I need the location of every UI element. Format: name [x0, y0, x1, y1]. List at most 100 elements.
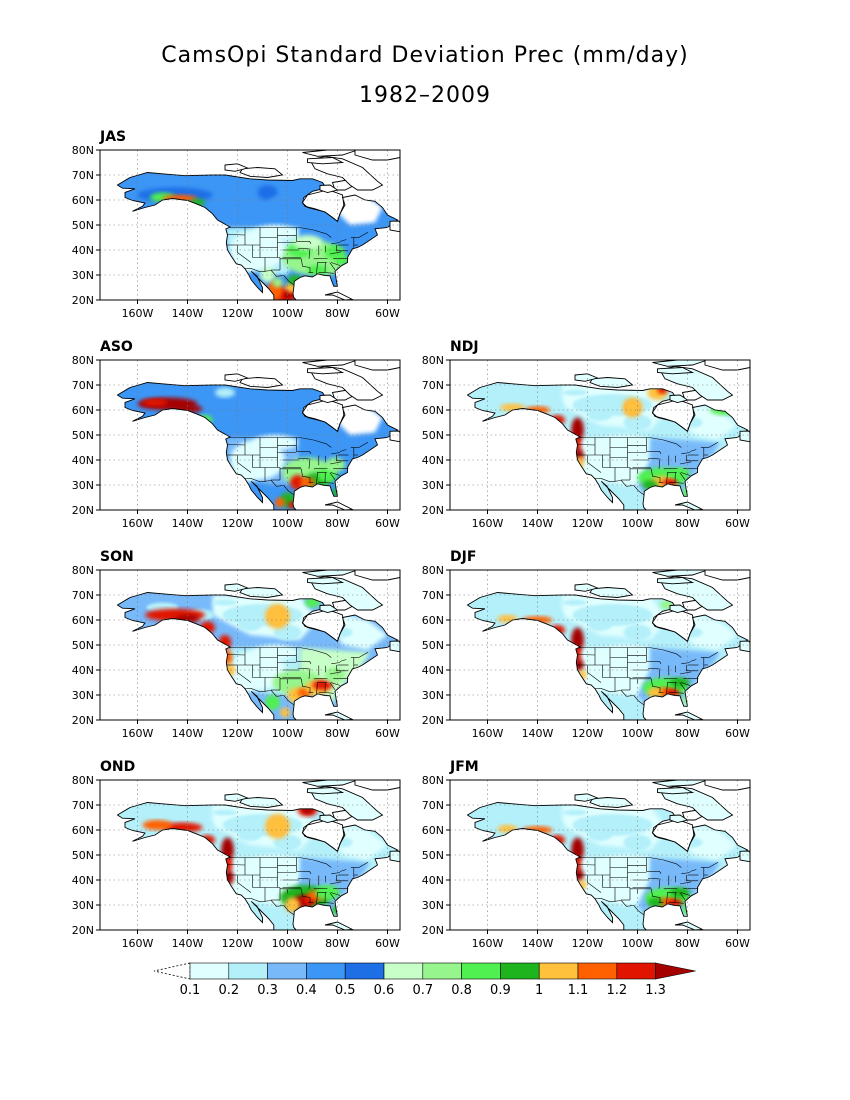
gridlines-son — [100, 570, 400, 720]
colorbar-swatch — [461, 962, 501, 980]
lat-tick-label: 20N — [422, 714, 444, 727]
lon-tick-label: 100W — [272, 727, 304, 740]
colorbar-swatch — [306, 962, 346, 980]
lon-tick-label: 120W — [222, 517, 254, 530]
lat-tick-label: 80N — [72, 144, 94, 157]
panel-label-djf: DJF — [450, 549, 476, 565]
colorbar-swatch — [383, 962, 424, 980]
lat-tick-label: 60N — [422, 824, 444, 837]
lon-tick-label: 80W — [675, 937, 700, 950]
map-panel-jas: JAS 80N 70N 60N 50N 40N 30N 20N 160W 140W 120W 100W… — [72, 129, 401, 320]
lat-tick-label: 40N — [422, 664, 444, 677]
precip-field-ndj — [467, 382, 748, 510]
lat-tick-label: 80N — [422, 564, 444, 577]
map-field-son — [100, 570, 400, 720]
lat-tick-label: 50N — [72, 219, 94, 232]
coastlines-ond — [116, 780, 400, 930]
lon-tick-label: 140W — [172, 307, 204, 320]
gridlines-jas — [100, 150, 400, 300]
state-borders-jas — [227, 227, 369, 286]
lon-tick-label: 160W — [472, 937, 504, 950]
colorbar-swatch — [538, 962, 579, 980]
lat-tick-label: 20N — [422, 924, 444, 937]
lon-tick-label: 140W — [172, 727, 204, 740]
state-borders-djf — [577, 647, 719, 706]
lon-tick-label: 120W — [572, 937, 604, 950]
lon-tick-label: 160W — [122, 517, 154, 530]
lat-tick-label: 30N — [72, 689, 94, 702]
colorbar-swatch — [189, 962, 230, 980]
lat-tick-label: 80N — [422, 354, 444, 367]
lon-tick-label: 100W — [622, 517, 654, 530]
lat-tick-label: 30N — [422, 479, 444, 492]
gridlines-ond — [100, 780, 400, 930]
lat-tick-label: 60N — [72, 194, 94, 207]
lon-tick-label: 100W — [272, 937, 304, 950]
lat-tick-label: 30N — [72, 899, 94, 912]
lon-tick-label: 160W — [122, 727, 154, 740]
map-field-jas — [100, 150, 400, 300]
coastlines-jas — [116, 150, 400, 300]
lon-tick-label: 140W — [172, 517, 204, 530]
gridlines-ndj — [450, 360, 750, 510]
lon-tick-label: 80W — [675, 727, 700, 740]
map-panel-ond: OND 80N 70N 60N 50N 40N 30N 20N 160W 140W 120W 100W… — [72, 759, 401, 950]
lat-tick-label: 30N — [422, 899, 444, 912]
lat-tick-label: 80N — [72, 774, 94, 787]
lat-tick-label: 30N — [72, 479, 94, 492]
lon-tick-label: 120W — [222, 937, 254, 950]
map-field-aso — [100, 360, 400, 510]
lon-tick-label: 160W — [122, 937, 154, 950]
lon-tick-label: 120W — [572, 727, 604, 740]
lat-tick-label: 20N — [72, 714, 94, 727]
lat-tick-label: 70N — [422, 589, 444, 602]
lat-tick-label: 70N — [422, 379, 444, 392]
colorbar-swatch — [422, 962, 462, 980]
lon-tick-label: 60W — [725, 727, 750, 740]
lat-tick-label: 60N — [422, 404, 444, 417]
state-borders-ndj — [577, 437, 719, 496]
lon-tick-label: 140W — [522, 727, 554, 740]
state-borders-jfm — [577, 857, 719, 916]
lat-tick-label: 50N — [422, 429, 444, 442]
panel-label-jas: JAS — [99, 129, 126, 145]
map-field-ndj — [450, 360, 750, 510]
lat-tick-label: 50N — [422, 639, 444, 652]
lat-tick-label: 30N — [72, 269, 94, 282]
colorbar-swatch — [344, 962, 385, 980]
map-panel-son: SON 80N 70N 60N 50N 40N 30N 20N 160W 140W 120W 100W… — [72, 549, 401, 740]
lon-tick-label: 100W — [622, 937, 654, 950]
lat-tick-label: 40N — [72, 454, 94, 467]
coastlines-djf — [466, 570, 750, 720]
lat-tick-label: 40N — [72, 664, 94, 677]
lat-tick-label: 70N — [72, 589, 94, 602]
colorbar-level-label: 0.9 — [490, 983, 511, 998]
lon-tick-label: 60W — [375, 307, 400, 320]
lat-tick-label: 30N — [422, 689, 444, 702]
map-panel-aso: ASO 80N 70N 60N 50N 40N 30N 20N 160W 140W 120W 100W… — [72, 339, 401, 530]
lon-tick-label: 140W — [172, 937, 204, 950]
map-field-jfm — [450, 780, 750, 930]
lat-tick-label: 20N — [72, 294, 94, 307]
lat-tick-label: 40N — [72, 874, 94, 887]
precip-field-djf — [467, 592, 748, 720]
lat-tick-label: 50N — [72, 639, 94, 652]
colorbar-level-label: 0.3 — [257, 983, 278, 998]
lon-tick-label: 60W — [725, 517, 750, 530]
lon-tick-label: 60W — [375, 727, 400, 740]
colorbar-swatch — [228, 962, 268, 980]
lat-tick-label: 20N — [422, 504, 444, 517]
lon-tick-label: 160W — [472, 517, 504, 530]
panel-label-aso: ASO — [100, 339, 133, 355]
lat-tick-label: 70N — [72, 169, 94, 182]
lon-tick-label: 100W — [272, 307, 304, 320]
lat-tick-label: 40N — [422, 874, 444, 887]
lon-tick-label: 120W — [222, 727, 254, 740]
colorbar-swatch — [500, 962, 540, 980]
precip-field-son — [117, 592, 398, 720]
coastlines-ndj — [466, 360, 750, 510]
lon-tick-label: 60W — [725, 937, 750, 950]
lat-tick-label: 80N — [422, 774, 444, 787]
coastlines-aso — [116, 360, 400, 510]
lat-tick-label: 50N — [72, 429, 94, 442]
